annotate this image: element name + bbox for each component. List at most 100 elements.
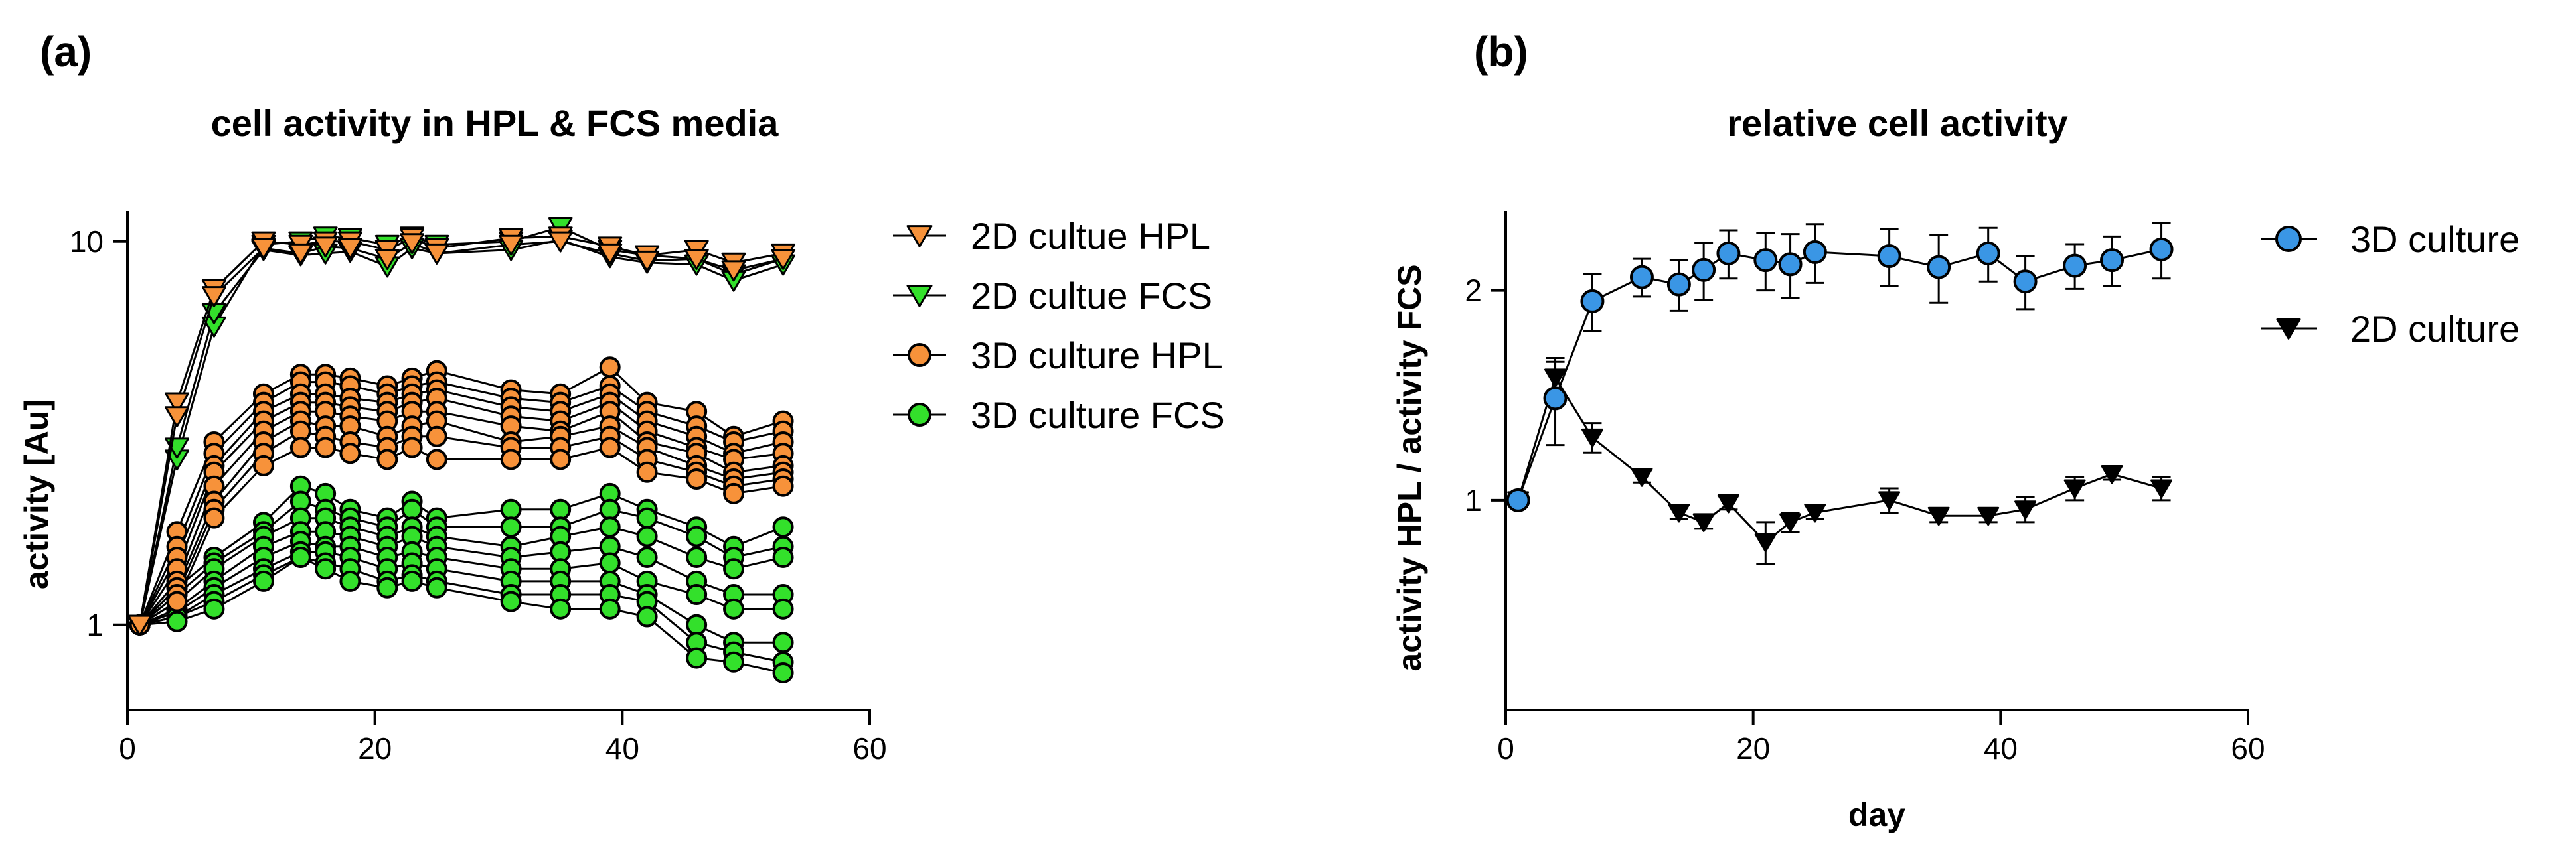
panel-b-x-axis-label: day	[1848, 796, 1905, 833]
data-point-2d-culture	[1668, 503, 1690, 523]
legend-item-2d-cultue-hpl: 2D cultue HPL	[893, 215, 1210, 257]
data-point-3d-culture-fcs	[550, 498, 572, 520]
panel-b-x-tick-label: 60	[2231, 731, 2265, 766]
data-point-2d-culture	[2063, 479, 2086, 498]
data-point-2d-culture	[1779, 513, 1802, 532]
data-point-3d-culture	[2063, 253, 2087, 278]
data-point-3d-culture-fcs	[599, 516, 621, 538]
panel-b-title: relative cell activity	[1727, 102, 2068, 144]
data-point-2d-cultue-hpl	[288, 243, 313, 265]
data-point-3d-culture-fcs	[203, 598, 225, 620]
data-point-3d-culture-fcs	[252, 570, 274, 592]
data-point-3d-culture-fcs	[686, 584, 708, 606]
data-point-2d-cultue-hpl	[201, 286, 226, 308]
panel-b-label: (b)	[1474, 28, 1528, 76]
data-point-3d-culture-fcs	[315, 558, 337, 580]
data-point-3d-culture-fcs	[599, 598, 621, 620]
series-3d-culture	[1506, 222, 2174, 512]
data-point-3d-culture-fcs	[500, 516, 522, 538]
data-point-3d-culture-fcs	[636, 507, 658, 529]
data-point-3d-culture-hpl	[166, 591, 188, 612]
data-point-3d-culture	[1666, 272, 1691, 297]
series-line-2d-cultue-fcs	[139, 238, 784, 626]
legend-item-2d-cultue-fcs: 2D cultue FCS	[893, 275, 1212, 317]
legend-label: 3D culture HPL	[971, 334, 1223, 376]
data-point-3d-culture-hpl	[426, 425, 447, 447]
data-point-3d-culture-fcs	[401, 498, 423, 520]
data-point-3d-culture	[1803, 240, 1827, 264]
series-2d-culture	[1507, 360, 2173, 565]
data-point-2d-cultue-hpl	[251, 238, 276, 259]
data-point-3d-culture	[2013, 269, 2038, 294]
data-point-2d-cultue-hpl	[499, 234, 524, 256]
panel-a-label: (a)	[40, 28, 92, 76]
data-point-2d-cultue-hpl	[598, 243, 623, 265]
data-point-3d-culture-hpl	[500, 449, 522, 470]
data-point-2d-culture	[1692, 513, 1715, 532]
panel-a-x-tick-label: 0	[119, 731, 136, 766]
data-point-3d-culture-fcs	[636, 606, 658, 628]
data-point-2d-cultue-hpl	[165, 406, 190, 428]
data-point-3d-culture-hpl	[339, 443, 361, 464]
legend-marker-3d-culture-hpl	[908, 343, 931, 367]
panel-a-y-tick-label: 1	[86, 608, 104, 642]
data-point-2d-cultue-hpl	[127, 614, 153, 636]
panel-a-x-tick-label: 60	[852, 731, 886, 766]
panel-b-ticks: 0 20 40 60 1 2	[1465, 273, 2265, 766]
panel-b-x-tick-label: 40	[1984, 731, 2018, 766]
data-point-3d-culture-fcs	[723, 558, 745, 580]
series-line-2d-culture	[1517, 375, 2162, 544]
data-point-2d-culture	[1631, 468, 1653, 487]
data-point-3d-culture	[1629, 265, 1654, 289]
data-point-3d-culture-fcs	[599, 552, 621, 574]
data-point-2d-culture	[2014, 500, 2037, 520]
data-point-3d-culture-fcs	[376, 577, 398, 599]
panel-a-x-tick-label: 40	[605, 731, 639, 766]
data-point-3d-culture-fcs	[339, 570, 361, 592]
data-point-2d-culture	[1581, 428, 1603, 448]
data-point-3d-culture	[1543, 386, 1568, 411]
data-point-3d-culture	[1976, 241, 2000, 265]
data-point-3d-culture-fcs	[686, 647, 708, 669]
panel-a-legend: 2D cultue HPL 2D cultue FCS 3D culture HPL…	[893, 215, 1225, 436]
data-point-3d-culture-fcs	[772, 662, 794, 683]
panel-a-x-tick-label: 20	[358, 731, 392, 766]
data-point-3d-culture-fcs	[723, 651, 745, 673]
data-point-2d-culture	[2101, 465, 2123, 484]
data-point-3d-culture-fcs	[686, 526, 708, 547]
data-point-2d-culture	[1804, 503, 1826, 523]
data-point-3d-culture	[2100, 248, 2125, 273]
data-point-3d-culture-hpl	[599, 437, 621, 458]
data-point-3d-culture-fcs	[772, 516, 794, 538]
data-point-2d-cultue-hpl	[548, 231, 573, 253]
data-point-2d-culture	[2150, 479, 2173, 498]
data-point-2d-cultue-hpl	[721, 260, 746, 282]
data-point-3d-culture-hpl	[315, 437, 337, 458]
legend-label: 2D culture	[2350, 308, 2520, 350]
data-point-3d-culture	[1716, 241, 1741, 265]
panel-a-plot-area	[127, 217, 796, 683]
data-point-3d-culture-fcs	[723, 598, 745, 620]
legend-item-2d-culture: 2D culture	[2261, 308, 2520, 350]
legend-marker-3d-culture-fcs	[908, 403, 931, 427]
data-point-3d-culture-hpl	[550, 449, 572, 470]
data-point-3d-culture-fcs	[401, 570, 423, 592]
legend-marker-2d-cultue-hpl	[906, 225, 933, 247]
data-point-3d-culture-fcs	[166, 610, 188, 632]
data-point-2d-culture	[1878, 491, 1901, 510]
data-point-3d-culture-fcs	[636, 526, 658, 547]
panel-b-legend: 3D culture 2D culture	[2261, 218, 2520, 350]
series-line-3d-culture-hpl	[139, 381, 783, 626]
series-line-3d-culture-fcs	[139, 500, 783, 626]
legend-item-3d-culture-hpl: 3D culture HPL	[893, 334, 1223, 376]
data-point-3d-culture-hpl	[723, 482, 745, 504]
data-point-2d-cultue-hpl	[337, 238, 362, 259]
data-point-3d-culture-hpl	[686, 468, 708, 490]
legend-label: 2D cultue HPL	[971, 215, 1210, 257]
data-point-3d-culture-fcs	[599, 498, 621, 520]
panel-a-ticks: 0 20 40 60 1 10	[70, 224, 887, 766]
panel-b-y-axis-label: activity HPL / activity FCS	[1391, 264, 1428, 671]
data-point-2d-cultue-hpl	[771, 249, 796, 271]
data-point-3d-culture-hpl	[599, 356, 621, 378]
